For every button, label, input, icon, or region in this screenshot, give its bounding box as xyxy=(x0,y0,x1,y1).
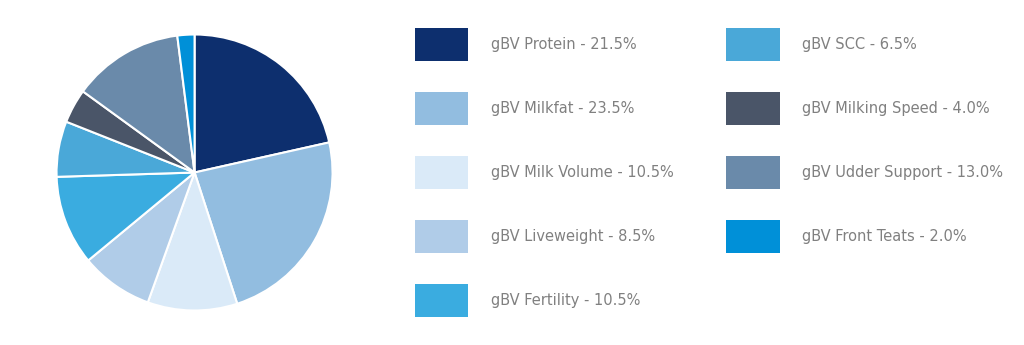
Text: gBV Milkfat - 23.5%: gBV Milkfat - 23.5% xyxy=(490,101,634,116)
FancyBboxPatch shape xyxy=(726,92,779,125)
Text: gBV Fertility - 10.5%: gBV Fertility - 10.5% xyxy=(490,293,640,308)
Wedge shape xyxy=(177,34,195,172)
Text: gBV Liveweight - 8.5%: gBV Liveweight - 8.5% xyxy=(490,229,654,244)
Text: gBV Milking Speed - 4.0%: gBV Milking Speed - 4.0% xyxy=(802,101,989,116)
Text: gBV Milk Volume - 10.5%: gBV Milk Volume - 10.5% xyxy=(490,165,674,180)
FancyBboxPatch shape xyxy=(415,156,469,189)
FancyBboxPatch shape xyxy=(415,29,469,61)
Wedge shape xyxy=(195,142,333,304)
Wedge shape xyxy=(147,172,238,310)
FancyBboxPatch shape xyxy=(726,29,779,61)
FancyBboxPatch shape xyxy=(726,156,779,189)
Text: gBV Protein - 21.5%: gBV Protein - 21.5% xyxy=(490,37,636,52)
Text: gBV Front Teats - 2.0%: gBV Front Teats - 2.0% xyxy=(802,229,967,244)
FancyBboxPatch shape xyxy=(415,92,469,125)
Wedge shape xyxy=(195,34,330,172)
Wedge shape xyxy=(56,122,195,177)
FancyBboxPatch shape xyxy=(726,220,779,253)
Wedge shape xyxy=(67,91,195,172)
FancyBboxPatch shape xyxy=(415,220,469,253)
Text: gBV SCC - 6.5%: gBV SCC - 6.5% xyxy=(802,37,916,52)
Wedge shape xyxy=(83,36,195,172)
Text: gBV Udder Support - 13.0%: gBV Udder Support - 13.0% xyxy=(802,165,1002,180)
Wedge shape xyxy=(88,172,195,302)
FancyBboxPatch shape xyxy=(415,284,469,317)
Wedge shape xyxy=(56,172,195,260)
